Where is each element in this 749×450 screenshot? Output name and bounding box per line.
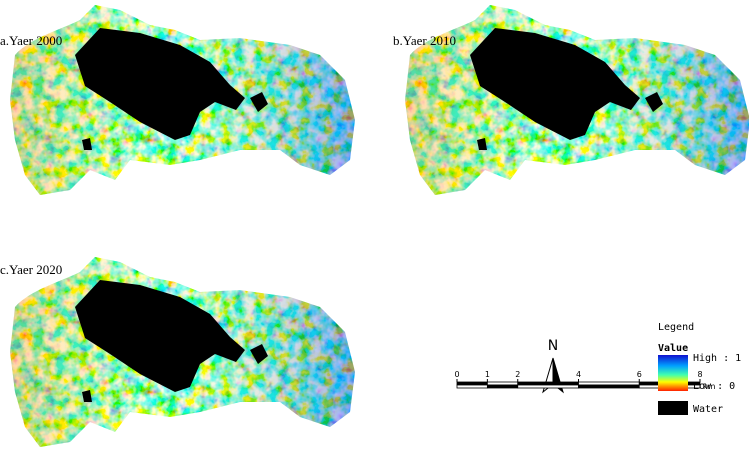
legend-title: Legend bbox=[658, 322, 694, 333]
legend-low: Low : 0 bbox=[693, 381, 735, 392]
scale-segment bbox=[456, 381, 488, 386]
map-panel bbox=[10, 257, 355, 447]
scale-label: 8 bbox=[697, 370, 702, 379]
scale-segment bbox=[517, 381, 579, 386]
scale-segment bbox=[578, 384, 640, 389]
scale-label: 4 bbox=[576, 370, 581, 379]
north-label: N bbox=[548, 338, 558, 354]
scale-segment bbox=[486, 384, 519, 389]
scale-segment bbox=[578, 381, 640, 386]
panel-label: a.Yaer 2000 bbox=[0, 33, 62, 48]
scale-label: 2 bbox=[515, 370, 520, 379]
scale-segment bbox=[456, 384, 488, 389]
scale-label: 0 bbox=[454, 370, 459, 379]
color-ramp bbox=[658, 355, 688, 391]
legend-field: Value bbox=[658, 343, 688, 354]
map-panel bbox=[405, 5, 749, 195]
legend-water: Water bbox=[693, 404, 723, 415]
scale-segment bbox=[517, 384, 579, 389]
panel-label: c.Yaer 2020 bbox=[0, 262, 62, 277]
panel-label: b.Yaer 2010 bbox=[393, 33, 456, 48]
scale-unit: km bbox=[703, 382, 716, 391]
scale-label: 1 bbox=[485, 370, 490, 379]
water-swatch bbox=[658, 401, 688, 415]
legend: Legend Value High : 1 Low : 0 Water bbox=[658, 322, 741, 415]
scale-label: 6 bbox=[637, 370, 642, 379]
legend-high: High : 1 bbox=[693, 353, 741, 364]
scale-segment bbox=[486, 381, 519, 386]
